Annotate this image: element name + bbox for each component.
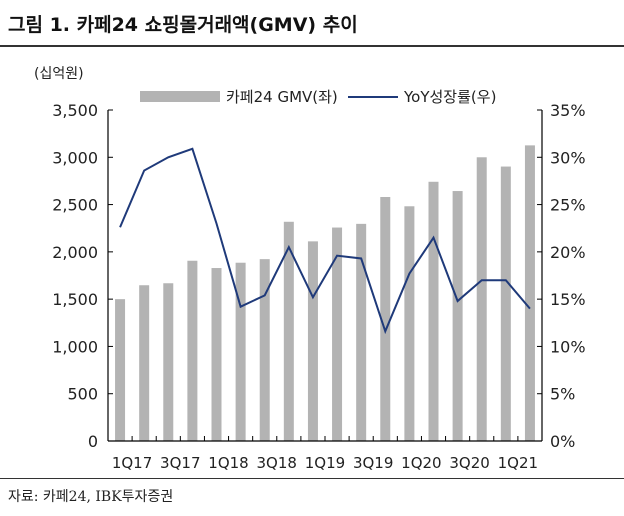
- legend-bar-swatch: [140, 91, 220, 102]
- bar-3Q19: [356, 223, 367, 441]
- x-tick-label: 1Q19: [305, 454, 345, 472]
- source-note: 자료: 카페24, IBK투자증권: [8, 489, 174, 505]
- left-tick-label: 1,000: [52, 337, 98, 356]
- right-tick-label: 30%: [550, 148, 586, 167]
- x-tick-label: 3Q19: [353, 454, 393, 472]
- right-tick-label: 20%: [550, 243, 586, 262]
- right-tick-label: 25%: [550, 196, 586, 215]
- left-tick-label: 2,000: [52, 243, 98, 262]
- bar-2Q20: [428, 181, 439, 441]
- left-tick-label: 3,000: [52, 148, 98, 167]
- x-tick-label: 3Q18: [257, 454, 297, 472]
- bar-4Q19: [380, 197, 391, 441]
- right-tick-label: 35%: [550, 101, 586, 120]
- left-tick-label: 0: [88, 432, 98, 451]
- right-tick-label: 15%: [550, 290, 586, 309]
- bar-1Q17: [115, 299, 126, 441]
- bar-4Q17: [187, 260, 198, 441]
- x-tick-label: 3Q17: [160, 454, 200, 472]
- bar-2Q21: [524, 145, 535, 441]
- right-tick-label: 10%: [550, 337, 586, 356]
- right-tick-label: 0%: [550, 432, 575, 451]
- left-tick-label: 500: [67, 385, 98, 404]
- x-tick-label: 1Q17: [112, 454, 152, 472]
- left-tick-label: 2,500: [52, 196, 98, 215]
- bar-3Q18: [259, 259, 270, 441]
- right-tick-label: 5%: [550, 385, 575, 404]
- bar-2Q19: [332, 227, 343, 441]
- bar-4Q18: [283, 221, 294, 441]
- legend-line-label: YoY성장률(우): [403, 88, 496, 106]
- title-divider: [0, 45, 624, 47]
- bar-3Q17: [163, 283, 174, 441]
- bar-3Q20: [452, 191, 463, 441]
- left-axis-unit: (십억원): [34, 66, 84, 82]
- bar-1Q20: [404, 206, 415, 441]
- x-tick-label: 3Q20: [449, 454, 489, 472]
- left-tick-label: 3,500: [52, 101, 98, 120]
- x-tick-label: 1Q20: [401, 454, 441, 472]
- bar-2Q17: [139, 285, 150, 441]
- bar-1Q19: [307, 241, 318, 441]
- bar-1Q18: [211, 268, 222, 441]
- x-tick-label: 1Q18: [208, 454, 248, 472]
- x-tick-label: 1Q21: [498, 454, 538, 472]
- bar-2Q18: [235, 262, 246, 441]
- bar-1Q21: [500, 166, 511, 441]
- source-divider: [0, 478, 624, 479]
- bar-4Q20: [476, 157, 487, 442]
- yoy-line: [119, 147, 531, 335]
- legend-bar-label: 카페24 GMV(좌): [226, 88, 338, 106]
- left-tick-label: 1,500: [52, 290, 98, 309]
- figure-title: 그림 1. 카페24 쇼핑몰거래액(GMV) 추이: [8, 14, 358, 36]
